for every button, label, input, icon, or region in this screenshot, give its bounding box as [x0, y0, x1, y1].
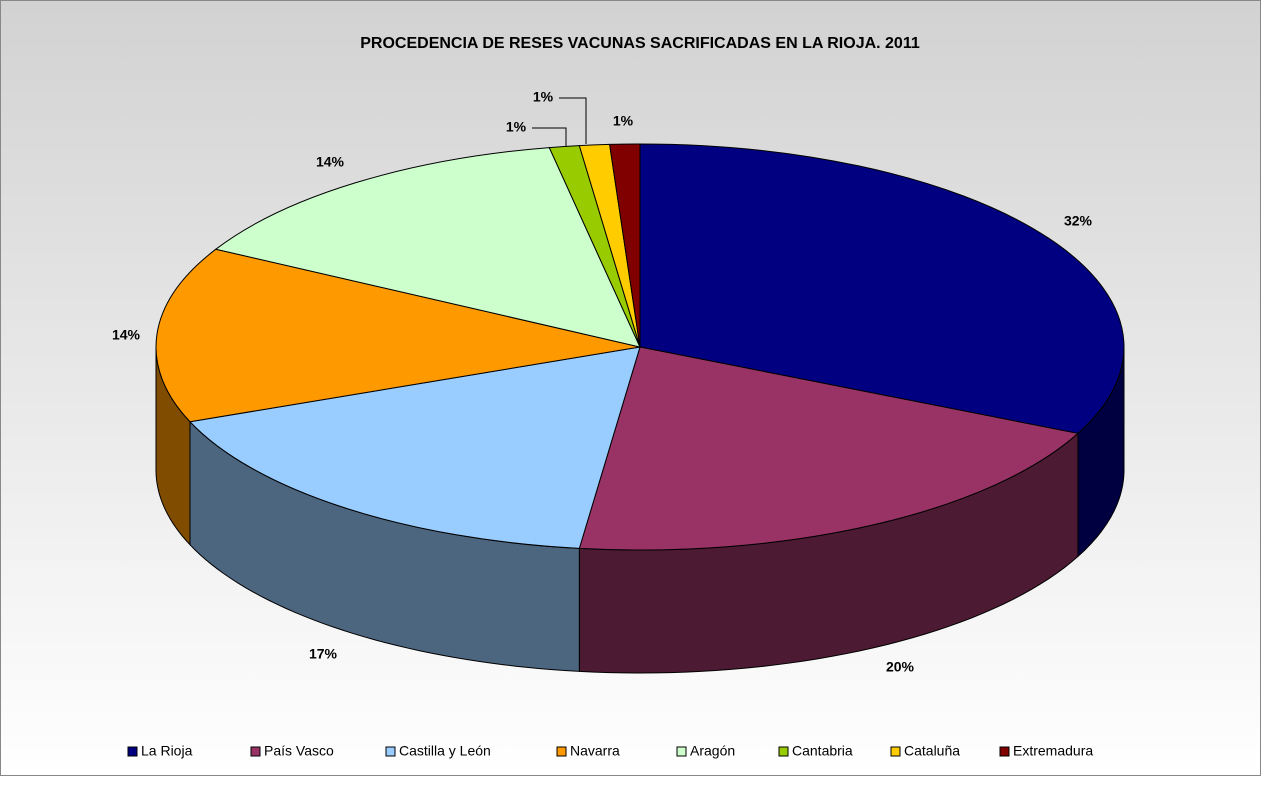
data-label: 14%: [112, 327, 141, 343]
legend-swatch: [556, 746, 567, 757]
data-label: 1%: [533, 89, 554, 105]
data-label: 1%: [506, 119, 527, 135]
legend-label: Cataluña: [904, 743, 960, 759]
leader-line: [532, 127, 567, 146]
legend-swatch: [385, 746, 396, 757]
legend-label: La Rioja: [141, 743, 193, 759]
legend-label: Aragón: [690, 743, 735, 759]
legend-swatch: [127, 746, 138, 757]
slice: [578, 346, 1080, 551]
slice: [214, 147, 641, 348]
leader-line: [559, 97, 587, 144]
data-label: 14%: [316, 154, 345, 170]
legend-label: Extremadura: [1013, 743, 1093, 759]
data-label: 32%: [1064, 213, 1093, 229]
chart-title: PROCEDENCIA DE RESES VACUNAS SACRIFICADA…: [360, 35, 920, 52]
legend-swatch: [250, 746, 261, 757]
legend-swatch: [890, 746, 901, 757]
slice: [639, 143, 1125, 434]
legend-swatch: [999, 746, 1010, 757]
legend-label: Cantabria: [792, 743, 853, 759]
legend-swatch: [778, 746, 789, 757]
data-label: 17%: [309, 646, 338, 662]
slice: [155, 248, 641, 423]
legend-label: Navarra: [570, 743, 620, 759]
data-label: 20%: [886, 659, 915, 675]
legend-label: País Vasco: [264, 743, 334, 759]
slice: [609, 143, 641, 348]
legend-swatch: [676, 746, 687, 757]
legend-label: Castilla y León: [399, 743, 491, 759]
data-label: 1%: [613, 113, 634, 129]
slice: [188, 346, 641, 549]
